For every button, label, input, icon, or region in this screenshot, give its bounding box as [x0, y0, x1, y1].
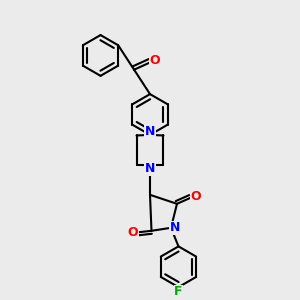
Text: O: O — [190, 190, 201, 203]
Text: O: O — [127, 226, 138, 239]
Text: O: O — [149, 54, 160, 67]
Text: N: N — [169, 221, 180, 234]
Text: N: N — [145, 125, 155, 138]
Text: N: N — [145, 162, 155, 175]
Text: F: F — [174, 285, 183, 298]
